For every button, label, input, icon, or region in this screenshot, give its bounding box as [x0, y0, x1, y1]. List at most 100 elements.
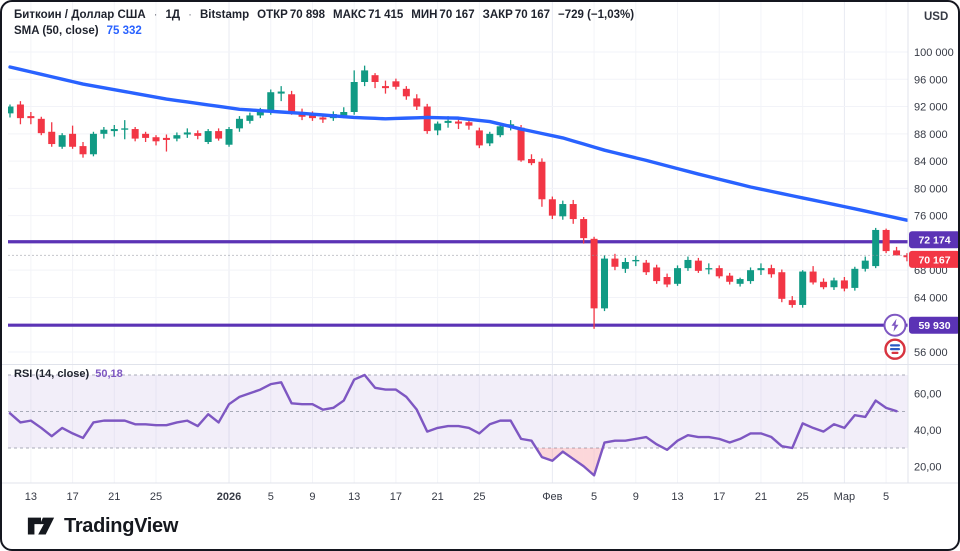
candles-layer[interactable]: [7, 65, 911, 329]
rsi-layer[interactable]: [8, 373, 898, 477]
time-axis[interactable]: 13 17 21 25 2026 5 9 13 17 21 25 Фев 5 9 13 17 21 25 Мар 5: [25, 491, 889, 503]
candle[interactable]: [142, 131, 150, 142]
candle[interactable]: [830, 277, 838, 290]
candle[interactable]: [7, 104, 14, 118]
candle[interactable]: [820, 278, 828, 290]
candle[interactable]: [486, 131, 494, 147]
sma-line[interactable]: [8, 65, 908, 222]
candle[interactable]: [528, 154, 535, 166]
candle[interactable]: [277, 86, 285, 102]
candle[interactable]: [653, 264, 661, 284]
rsi-tick-label: 20,00: [914, 461, 942, 473]
candle[interactable]: [69, 125, 77, 149]
svg-text:72 174: 72 174: [918, 235, 950, 247]
time-tick-label: 9: [633, 491, 639, 503]
tradingview-logo[interactable]: TradingView: [26, 514, 178, 538]
candle[interactable]: [788, 296, 796, 308]
candle[interactable]: [235, 116, 243, 132]
candle[interactable]: [601, 255, 609, 312]
candle[interactable]: [16, 101, 24, 125]
interval-label[interactable]: 1Д: [165, 9, 181, 21]
candle[interactable]: [434, 121, 442, 136]
candle[interactable]: [194, 130, 202, 140]
candle[interactable]: [632, 255, 640, 267]
candle[interactable]: [559, 200, 567, 220]
candle[interactable]: [37, 116, 45, 136]
candle[interactable]: [642, 259, 650, 275]
candle[interactable]: [517, 124, 525, 162]
candle[interactable]: [548, 196, 556, 220]
candle[interactable]: [475, 127, 483, 149]
candle[interactable]: [569, 199, 577, 224]
candle[interactable]: [48, 122, 56, 147]
alert-lightning-icon[interactable]: [883, 313, 907, 337]
candle[interactable]: [580, 217, 588, 244]
candle[interactable]: [809, 266, 817, 285]
candle[interactable]: [27, 112, 35, 125]
candle[interactable]: [694, 257, 702, 273]
candle[interactable]: [496, 123, 504, 138]
candle[interactable]: [162, 134, 170, 152]
price-axis[interactable]: USD 100 000 96 000 92 000 88 000 84 000 80 000…: [914, 11, 954, 473]
candle[interactable]: [288, 90, 296, 115]
candle[interactable]: [215, 128, 223, 141]
candle[interactable]: [110, 124, 118, 137]
candle[interactable]: [152, 135, 160, 146]
candle[interactable]: [58, 133, 66, 149]
candle[interactable]: [715, 265, 723, 279]
price-tick-label: 68 000: [914, 265, 948, 277]
candle[interactable]: [726, 272, 734, 285]
candle[interactable]: [611, 253, 619, 271]
candle[interactable]: [204, 129, 212, 145]
symbol-legend[interactable]: Биткоин / Доллар США · 1Д · Bitstamp ОТК…: [14, 9, 634, 21]
candle[interactable]: [684, 256, 692, 271]
candle[interactable]: [454, 118, 462, 130]
candle[interactable]: [246, 112, 254, 124]
candle[interactable]: [538, 158, 546, 207]
candle[interactable]: [621, 257, 629, 273]
candle[interactable]: [225, 127, 233, 147]
candle[interactable]: [861, 256, 869, 272]
time-tick-label: Фев: [542, 491, 562, 503]
candle[interactable]: [413, 94, 421, 110]
candle[interactable]: [767, 264, 775, 278]
candle[interactable]: [131, 127, 139, 142]
candle[interactable]: [778, 269, 786, 303]
candle[interactable]: [392, 78, 400, 90]
sma-legend[interactable]: SMA (50, close) 75 332: [14, 25, 142, 37]
candle[interactable]: [851, 266, 859, 291]
candle[interactable]: [173, 132, 181, 142]
rsi-line[interactable]: [8, 373, 898, 477]
candle[interactable]: [799, 270, 807, 308]
symbol-title[interactable]: Биткоин / Доллар США: [14, 9, 146, 21]
candle[interactable]: [100, 127, 108, 139]
rsi-legend[interactable]: RSI (14, close) 50,18: [14, 368, 123, 380]
candle[interactable]: [705, 263, 713, 275]
candle[interactable]: [183, 128, 191, 138]
candle[interactable]: [663, 273, 671, 288]
resistance-price-label: 72 174: [909, 231, 958, 249]
candle[interactable]: [674, 265, 682, 286]
price-tick-label: 88 000: [914, 129, 948, 141]
candle[interactable]: [381, 80, 389, 94]
sma-label: SMA (50, close): [14, 25, 99, 37]
candle[interactable]: [79, 142, 87, 158]
candle[interactable]: [121, 120, 129, 140]
candle[interactable]: [465, 119, 473, 130]
candle[interactable]: [840, 277, 848, 292]
candle[interactable]: [747, 267, 755, 284]
candle[interactable]: [882, 228, 890, 254]
candle[interactable]: [903, 253, 910, 262]
legend-separator: ·: [188, 9, 192, 21]
candle[interactable]: [89, 131, 97, 157]
candle[interactable]: [757, 263, 765, 275]
candle[interactable]: [371, 73, 379, 89]
candle[interactable]: [350, 70, 358, 115]
candle[interactable]: [893, 246, 901, 256]
candle[interactable]: [872, 227, 880, 269]
candle[interactable]: [361, 65, 369, 87]
candle[interactable]: [590, 236, 598, 329]
candle[interactable]: [736, 277, 744, 287]
candle[interactable]: [402, 86, 410, 100]
